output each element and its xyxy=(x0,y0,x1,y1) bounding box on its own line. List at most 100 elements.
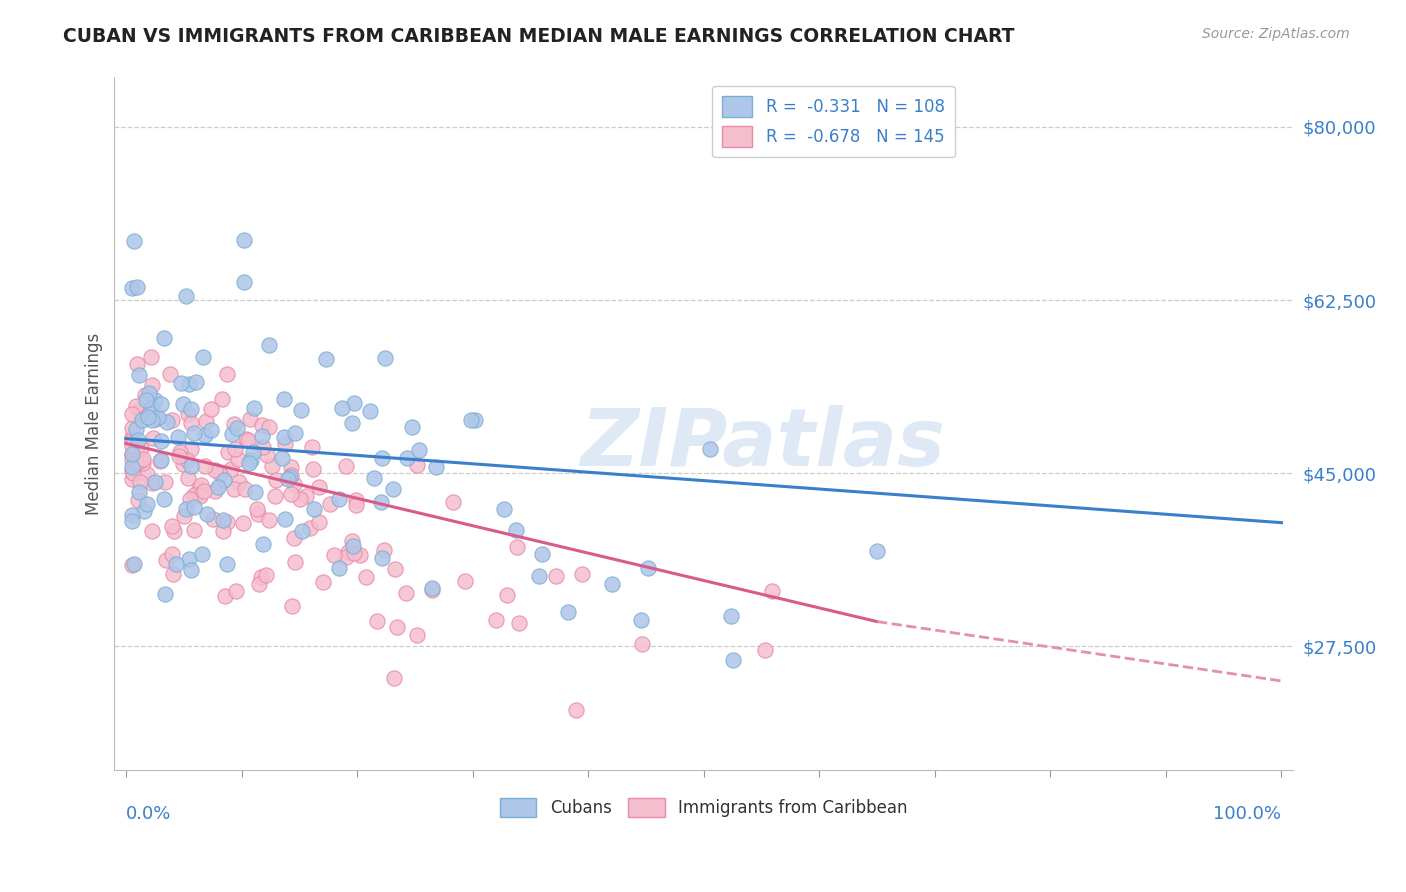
Point xyxy=(600,577,623,591)
Point xyxy=(177,471,200,485)
Point xyxy=(232,516,254,530)
Point xyxy=(260,459,283,474)
Point xyxy=(239,412,262,426)
Point xyxy=(290,402,312,417)
Point xyxy=(420,582,443,597)
Text: Source: ZipAtlas.com: Source: ZipAtlas.com xyxy=(1202,27,1350,41)
Point xyxy=(200,423,222,437)
Point xyxy=(335,459,357,474)
Point xyxy=(121,447,143,461)
Point xyxy=(129,453,152,467)
Point xyxy=(217,444,239,458)
Point xyxy=(141,378,163,392)
Point xyxy=(191,547,214,561)
Point xyxy=(233,276,256,290)
Point xyxy=(284,425,307,440)
Point xyxy=(406,458,429,472)
Point xyxy=(174,289,197,303)
Point xyxy=(212,473,235,487)
Point xyxy=(160,413,183,427)
Point xyxy=(370,494,392,508)
Point xyxy=(153,587,176,601)
Point xyxy=(226,452,249,467)
Point xyxy=(366,614,388,628)
Point xyxy=(163,524,186,539)
Point xyxy=(277,472,299,486)
Point xyxy=(138,385,160,400)
Point xyxy=(425,459,447,474)
Point xyxy=(228,475,250,489)
Point xyxy=(143,392,166,407)
Point xyxy=(208,467,231,482)
Point xyxy=(183,488,205,502)
Point xyxy=(177,551,200,566)
Point xyxy=(754,642,776,657)
Point xyxy=(401,419,423,434)
Point xyxy=(149,434,172,448)
Point xyxy=(155,552,177,566)
Point xyxy=(156,415,179,429)
Text: 100.0%: 100.0% xyxy=(1213,805,1281,822)
Point xyxy=(374,351,396,366)
Point xyxy=(544,569,567,583)
Point xyxy=(183,500,205,515)
Point xyxy=(344,498,367,512)
Point xyxy=(250,429,273,443)
Point xyxy=(190,477,212,491)
Point xyxy=(233,233,256,247)
Point xyxy=(508,615,530,630)
Point xyxy=(222,483,245,497)
Point xyxy=(125,456,148,470)
Point xyxy=(145,475,167,490)
Point xyxy=(381,482,404,496)
Point xyxy=(485,613,508,627)
Point xyxy=(149,453,172,467)
Point xyxy=(180,442,202,456)
Point xyxy=(212,524,235,538)
Point xyxy=(139,351,162,365)
Point xyxy=(557,605,579,619)
Point xyxy=(128,475,150,490)
Point xyxy=(257,513,280,527)
Point xyxy=(121,434,143,448)
Point xyxy=(125,422,148,436)
Point xyxy=(191,350,214,364)
Point xyxy=(257,420,280,434)
Point xyxy=(270,451,292,466)
Point xyxy=(238,456,260,470)
Point xyxy=(225,584,247,599)
Point xyxy=(494,501,516,516)
Point xyxy=(336,545,359,559)
Text: CUBAN VS IMMIGRANTS FROM CARIBBEAN MEDIAN MALE EARNINGS CORRELATION CHART: CUBAN VS IMMIGRANTS FROM CARIBBEAN MEDIA… xyxy=(63,27,1015,45)
Point xyxy=(530,547,553,561)
Point xyxy=(302,501,325,516)
Point xyxy=(215,558,238,572)
Point xyxy=(340,534,363,549)
Point xyxy=(460,413,482,427)
Point xyxy=(505,541,527,555)
Point xyxy=(420,581,443,595)
Point xyxy=(252,537,274,551)
Point xyxy=(145,411,167,425)
Point xyxy=(308,515,330,529)
Point xyxy=(127,433,149,447)
Point xyxy=(322,548,344,562)
Point xyxy=(699,442,721,456)
Point xyxy=(342,539,364,553)
Point xyxy=(294,489,316,503)
Point xyxy=(254,567,277,582)
Point xyxy=(142,431,165,445)
Point xyxy=(721,652,744,666)
Point xyxy=(136,497,159,511)
Point xyxy=(637,561,659,575)
Point xyxy=(274,437,297,451)
Point xyxy=(193,484,215,499)
Point xyxy=(631,637,654,651)
Point xyxy=(354,570,377,584)
Point xyxy=(180,416,202,430)
Point xyxy=(273,392,295,406)
Point xyxy=(186,488,208,502)
Point xyxy=(204,484,226,499)
Point xyxy=(141,475,163,490)
Text: ZIPatlas: ZIPatlas xyxy=(581,406,945,483)
